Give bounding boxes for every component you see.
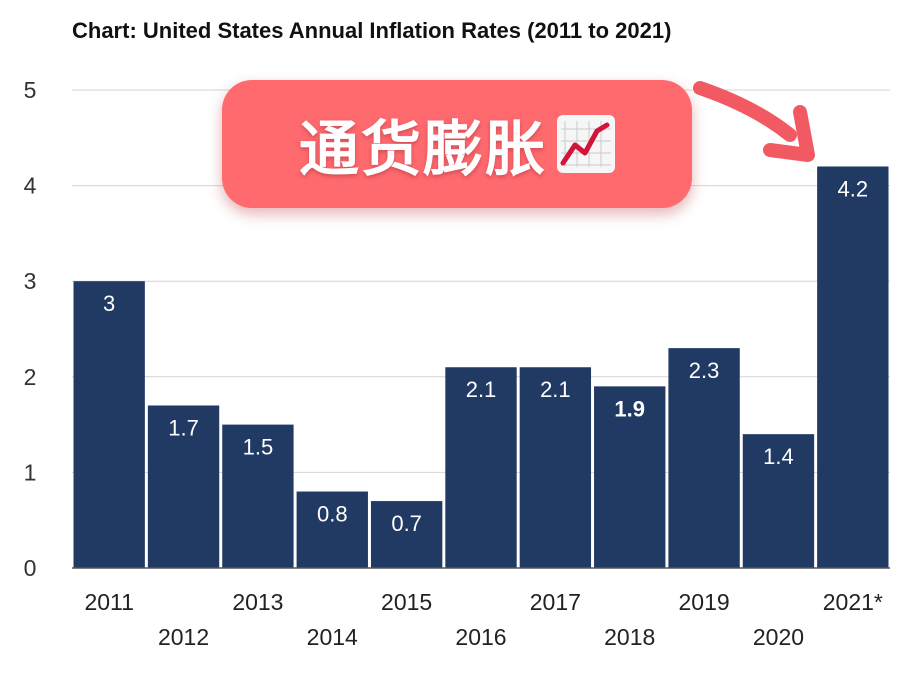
chart-increasing-icon <box>557 115 615 173</box>
data-label: 0.7 <box>391 511 422 536</box>
y-tick-label: 2 <box>24 364 37 390</box>
y-tick-label: 0 <box>24 555 37 581</box>
inflation-badge: 通货膨胀 <box>222 80 692 208</box>
x-tick-label: 2012 <box>158 624 209 650</box>
x-tick-label: 2021* <box>823 589 883 615</box>
x-tick-label: 2014 <box>307 624 358 650</box>
y-tick-label: 4 <box>24 173 37 199</box>
y-tick-label: 3 <box>24 268 37 294</box>
x-tick-label: 2019 <box>679 589 730 615</box>
bar <box>817 166 889 569</box>
x-axis-ticks: 2011 2012 2013 2014 2015 2016 2017 2018 2019 2020… <box>84 589 882 650</box>
data-label: 1.4 <box>763 444 794 469</box>
badge-text: 通货膨胀 <box>299 114 547 185</box>
bar <box>222 424 294 568</box>
bar <box>73 281 145 568</box>
y-tick-label: 1 <box>24 459 37 485</box>
pointing-arrow-icon <box>693 81 815 162</box>
data-labels: 3 1.7 1.5 0.8 0.7 2.1 2.1 1.9 2.3 1.4 4.2 <box>103 176 868 536</box>
x-tick-label: 2018 <box>604 624 655 650</box>
x-tick-label: 2013 <box>232 589 283 615</box>
bar <box>668 348 740 568</box>
bar <box>370 501 443 568</box>
data-label: 2.1 <box>540 377 571 402</box>
bar <box>445 367 517 568</box>
bar <box>742 434 815 568</box>
x-tick-label: 2017 <box>530 589 581 615</box>
x-tick-label: 2016 <box>455 624 506 650</box>
chart-title: Chart: United States Annual Inflation Ra… <box>72 18 672 43</box>
bar <box>296 491 368 568</box>
x-tick-label: 2015 <box>381 589 432 615</box>
y-tick-label: 5 <box>24 77 37 103</box>
data-label: 1.9 <box>614 396 645 421</box>
bars <box>73 166 889 569</box>
bar <box>594 386 666 568</box>
data-label: 0.8 <box>317 502 348 527</box>
data-label: 2.1 <box>466 377 497 402</box>
bar <box>519 367 592 568</box>
data-label: 1.7 <box>168 415 199 440</box>
data-label: 4.2 <box>838 176 869 201</box>
bar <box>147 405 220 568</box>
x-tick-label: 2011 <box>84 589 133 615</box>
data-label: 1.5 <box>243 435 274 460</box>
data-label: 2.3 <box>689 358 720 383</box>
data-label: 3 <box>103 291 115 316</box>
y-axis-ticks: 0 1 2 3 4 5 <box>24 77 37 581</box>
x-tick-label: 2020 <box>753 624 804 650</box>
